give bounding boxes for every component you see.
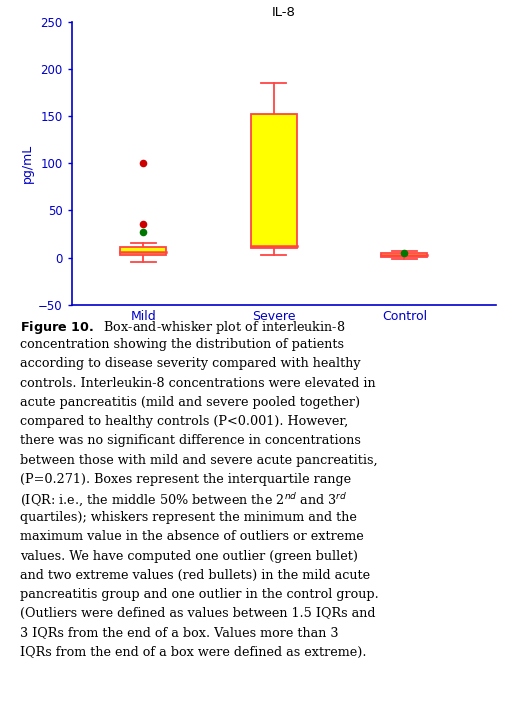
Text: compared to healthy controls (P<0.001). However,: compared to healthy controls (P<0.001). … [20, 415, 349, 428]
Point [400, 247, 408, 259]
Bar [382, 253, 427, 257]
Text: there was no significant difference in concentrations: there was no significant difference in c… [20, 435, 361, 447]
Title: IL-8: IL-8 [272, 6, 295, 19]
Text: acute pancreatitis (mild and severe pooled together): acute pancreatitis (mild and severe pool… [20, 396, 361, 409]
Text: controls. Interleukin-8 concentrations were elevated in: controls. Interleukin-8 concentrations w… [20, 376, 376, 390]
Text: (Outliers were defined as values between 1.5 IQRs and: (Outliers were defined as values between… [20, 607, 376, 620]
Text: quartiles); whiskers represent the minimum and the: quartiles); whiskers represent the minim… [20, 511, 357, 524]
Point [139, 219, 147, 230]
Text: IQRs from the end of a box were defined as extreme).: IQRs from the end of a box were defined … [20, 646, 367, 659]
Text: (IQR: i.e., the middle 50% between the 2$^{nd}$ and 3$^{rd}$: (IQR: i.e., the middle 50% between the 2… [20, 492, 348, 509]
Bar [121, 247, 166, 255]
Point [139, 227, 147, 238]
Y-axis label: pg/mL: pg/mL [21, 143, 34, 183]
Text: concentration showing the distribution of patients: concentration showing the distribution o… [20, 338, 344, 351]
Text: $\bf{Figure\ 10.}$  Box-and-whisker plot of interleukin-8: $\bf{Figure\ 10.}$ Box-and-whisker plot … [20, 319, 346, 336]
Bar [251, 114, 297, 248]
Text: 3 IQRs from the end of a box. Values more than 3: 3 IQRs from the end of a box. Values mor… [20, 627, 339, 640]
Text: values. We have computed one outlier (green bullet): values. We have computed one outlier (gr… [20, 550, 358, 563]
Text: between those with mild and severe acute pancreatitis,: between those with mild and severe acute… [20, 454, 378, 467]
Text: maximum value in the absence of outliers or extreme: maximum value in the absence of outliers… [20, 531, 364, 543]
Text: according to disease severity compared with healthy: according to disease severity compared w… [20, 358, 361, 371]
Text: pancreatitis group and one outlier in the control group.: pancreatitis group and one outlier in th… [20, 588, 379, 601]
Text: (P=0.271). Boxes represent the interquartile range: (P=0.271). Boxes represent the interquar… [20, 473, 352, 486]
Point [139, 158, 147, 169]
Text: and two extreme values (red bullets) in the mild acute: and two extreme values (red bullets) in … [20, 569, 370, 582]
